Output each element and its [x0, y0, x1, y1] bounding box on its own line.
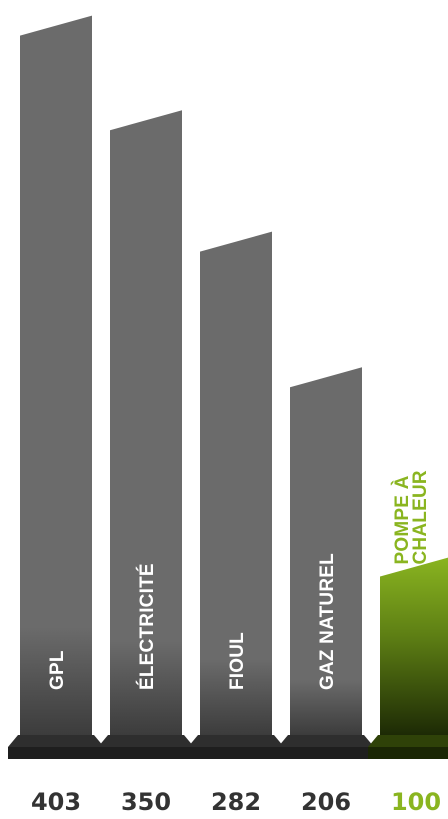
bars-layer: [8, 15, 448, 759]
bar-base-top: [188, 735, 284, 747]
value-label: 350: [121, 788, 171, 816]
bar-base-front: [368, 747, 448, 759]
bar-base-front: [8, 747, 104, 759]
bar-base-front: [278, 747, 374, 759]
value-label: 100: [391, 788, 441, 816]
bar-fioul: [200, 231, 272, 735]
bar-base-top: [368, 735, 448, 747]
bar-base-top: [98, 735, 194, 747]
value-labels-layer: GPL 403 ÉLECTRICITÉ 350 FIOUL 282 GAZ NATUREL 2…: [31, 470, 441, 816]
category-label: ÉLECTRICITÉ: [136, 563, 158, 690]
category-label: FIOUL: [227, 632, 248, 690]
bar-base-top: [8, 735, 104, 747]
bar--lectricit-: [110, 110, 182, 735]
bar-gpl: [20, 15, 92, 735]
category-label: GAZ NATUREL: [317, 553, 338, 690]
bar-base-front: [98, 747, 194, 759]
bar-gaz-naturel: [290, 367, 362, 735]
bar-base-top: [278, 735, 374, 747]
value-label: 403: [31, 788, 81, 816]
category-label: GPL: [47, 650, 68, 690]
value-label: 282: [211, 788, 261, 816]
bar-base-front: [188, 747, 284, 759]
bar-pompe-chaleur: [380, 557, 448, 735]
category-label: POMPE ÀCHALEUR: [391, 470, 431, 564]
value-label: 206: [301, 788, 351, 816]
